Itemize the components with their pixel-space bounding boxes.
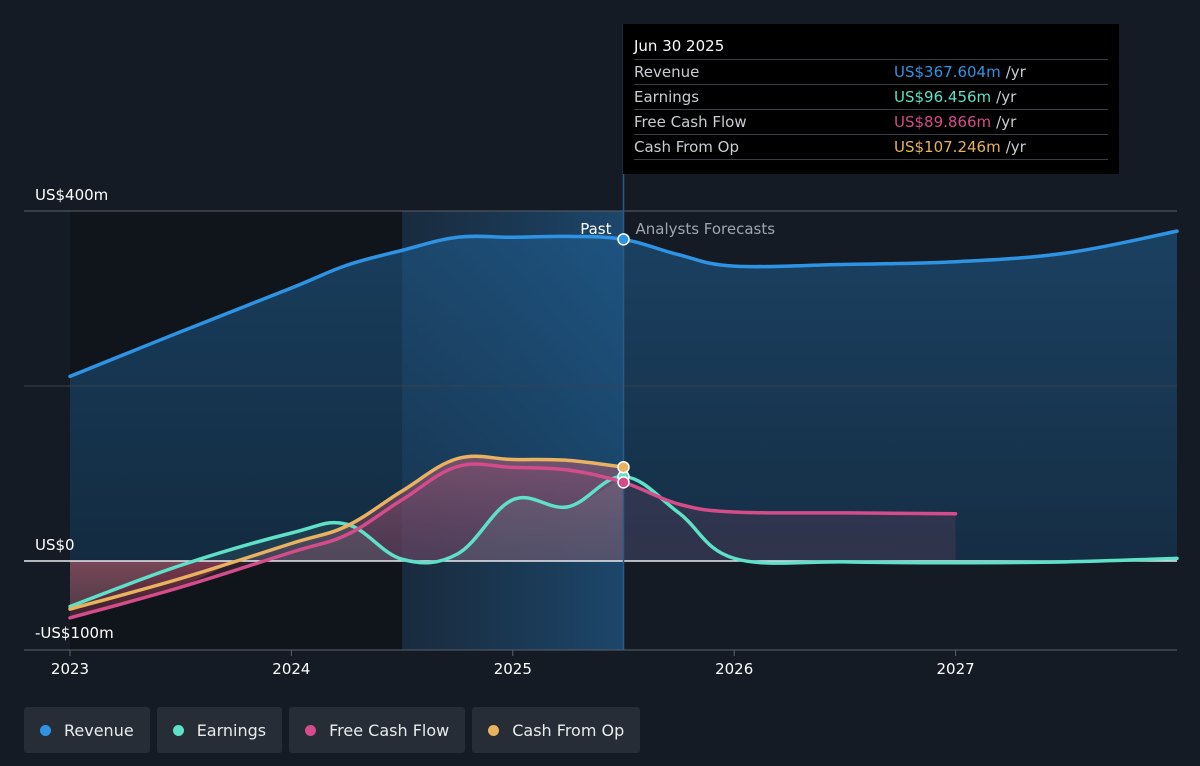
x-tick-label: 2026 <box>715 660 753 678</box>
legend-item-cash-from-op[interactable]: Cash From Op <box>472 707 641 753</box>
legend-dot-icon <box>305 724 317 736</box>
y-tick-label: -US$100m <box>35 624 114 642</box>
tooltip-value: US$89.866m <box>894 113 992 131</box>
x-tick-label: 2027 <box>937 660 975 678</box>
tooltip-unit: /yr <box>996 113 1017 131</box>
legend-label: Free Cash Flow <box>329 720 450 740</box>
x-tick-label: 2023 <box>51 660 89 678</box>
tooltip-value: US$367.604m <box>894 63 1001 81</box>
legend: Revenue Earnings Free Cash Flow Cash Fro… <box>24 707 641 753</box>
legend-label: Cash From Op <box>512 720 625 740</box>
earnings-line <box>68 474 1179 609</box>
legend-item-earnings[interactable]: Earnings <box>156 707 283 753</box>
tooltip-label: Revenue <box>634 63 700 81</box>
tooltip-label: Free Cash Flow <box>634 113 747 131</box>
legend-item-revenue[interactable]: Revenue <box>24 707 150 753</box>
legend-dot-icon <box>40 724 51 736</box>
past-label: Past <box>580 220 611 238</box>
free-cash-flow-line <box>68 462 958 620</box>
y-tick-label: US$400m <box>35 186 108 204</box>
cash-from-op-marker <box>617 460 630 474</box>
tooltip-unit: /yr <box>1005 138 1026 156</box>
free-cash-flow-area <box>70 463 956 618</box>
x-tick-label: 2024 <box>272 660 310 678</box>
cash-from-op-area <box>70 456 624 610</box>
legend-item-free-cash-flow[interactable]: Free Cash Flow <box>289 707 466 753</box>
tooltip-unit: /yr <box>1005 63 1026 81</box>
y-tick-label: US$0 <box>35 536 75 554</box>
tooltip-date: Jun 30 2025 <box>634 37 725 55</box>
tooltip-label: Cash From Op <box>634 138 740 156</box>
forecast-label: Analysts Forecasts <box>636 220 776 238</box>
legend-dot-icon <box>488 724 500 736</box>
tooltip-row-cash-from-op: Cash From Op US$107.246m /yr <box>634 134 1108 160</box>
tooltip-row-free-cash-flow: Free Cash Flow US$89.866m /yr <box>634 109 1108 134</box>
free-cash-flow-marker <box>617 476 630 489</box>
tooltip: Jun 30 2025 Revenue US$367.604m /yr Earn… <box>623 24 1119 174</box>
tooltip-value: US$96.456m <box>894 88 992 106</box>
legend-label: Revenue <box>64 720 134 740</box>
cash-from-op-line <box>68 454 626 611</box>
tooltip-label: Earnings <box>634 88 700 106</box>
tooltip-unit: /yr <box>996 88 1017 106</box>
tooltip-row-revenue: Revenue US$367.604m /yr <box>634 59 1108 84</box>
legend-label: Earnings <box>196 720 267 740</box>
x-tick-label: 2025 <box>494 660 532 678</box>
revenue-line <box>68 229 1179 379</box>
tooltip-row-earnings: Earnings US$96.456m /yr <box>634 84 1108 109</box>
legend-dot-icon <box>172 724 184 736</box>
revenue-marker <box>617 233 630 246</box>
earnings-area <box>70 476 624 607</box>
tooltip-value: US$107.246m <box>894 138 1001 156</box>
